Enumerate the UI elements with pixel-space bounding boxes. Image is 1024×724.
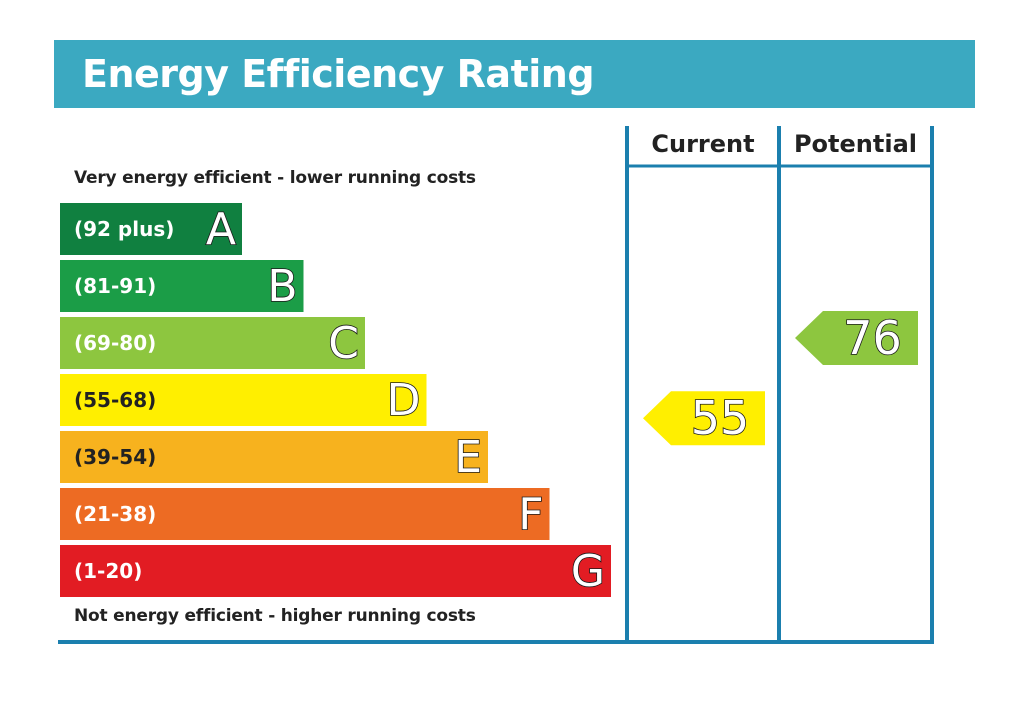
bottom-caption: Not energy efficient - higher running co…	[74, 606, 476, 626]
top-caption: Very energy efficient - lower running co…	[74, 168, 476, 188]
band-bar-e	[60, 431, 488, 483]
band-range-label-e: (39-54)	[74, 445, 156, 469]
band-range-label-a: (92 plus)	[74, 217, 174, 241]
rating-arrow-current	[643, 391, 765, 446]
band-letter-f: F	[518, 489, 543, 540]
band-range-label-d: (55-68)	[74, 388, 156, 412]
band-letter-e: E	[454, 432, 482, 483]
band-bar-c	[60, 317, 365, 369]
header-bar: Energy Efficiency Rating	[54, 40, 975, 108]
band-bar-d	[60, 374, 427, 426]
band-range-label-f: (21-38)	[74, 502, 156, 526]
band-range-label-g: (1-20)	[74, 559, 142, 583]
band-letter-a: A	[206, 204, 236, 255]
column-header-current: Current	[651, 130, 754, 158]
column-header-potential: Potential	[794, 130, 917, 158]
band-range-label-b: (81-91)	[74, 274, 156, 298]
band-letter-c: C	[328, 318, 359, 369]
band-bar-g	[60, 545, 611, 597]
chart-title: Energy Efficiency Rating	[82, 52, 595, 96]
rating-value-potential: 76	[843, 311, 902, 365]
band-letter-b: B	[267, 261, 297, 312]
rating-arrow-potential	[795, 311, 918, 366]
band-bar-a	[60, 203, 242, 255]
band-bar-f	[60, 488, 550, 540]
rating-value-current: 55	[691, 391, 750, 445]
band-bar-b	[60, 260, 304, 312]
band-range-label-c: (69-80)	[74, 331, 156, 355]
band-letter-d: D	[387, 375, 421, 426]
band-letter-g: G	[571, 546, 605, 597]
